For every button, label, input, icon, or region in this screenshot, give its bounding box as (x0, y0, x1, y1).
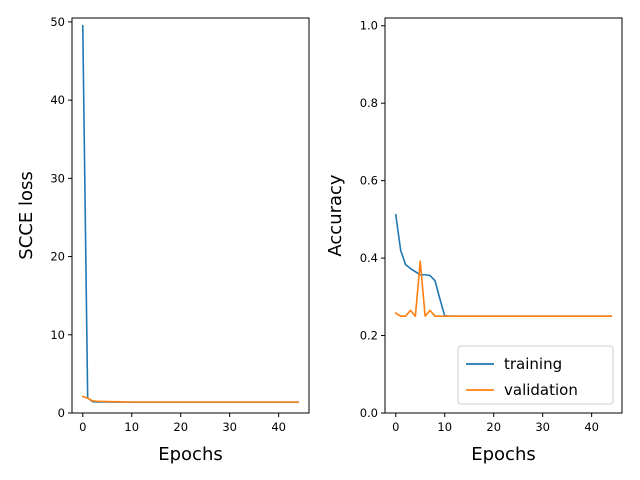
accuracy-x-tick-label: 30 (535, 420, 550, 434)
loss-x-tick-label: 40 (271, 420, 286, 434)
accuracy-y-tick-label: 1.0 (360, 19, 378, 33)
accuracy-legend-label-training: training (504, 355, 562, 373)
loss-y-axis-label: SCCE loss (16, 171, 37, 259)
accuracy-y-tick-label: 0.0 (360, 406, 378, 420)
accuracy-y-tick-label: 0.8 (360, 96, 378, 110)
accuracy-x-tick-label: 0 (392, 420, 399, 434)
accuracy-legend-box (457, 345, 614, 405)
loss-y-tick-label: 40 (50, 93, 65, 107)
accuracy-axes-frame (384, 17, 623, 414)
accuracy-plot: 0 10 20 30 40 0.0 0.2 0.4 0.6 0.8 1.0 Epochs Accurac… (325, 17, 623, 465)
loss-x-axis-label: Epochs (158, 444, 223, 465)
loss-series-validation-line (81, 395, 300, 403)
loss-y-tick-label: 0 (58, 406, 65, 420)
accuracy-x-tick-label: 10 (437, 420, 452, 434)
accuracy-legend: training validation (457, 345, 614, 405)
loss-y-tick-label: 50 (50, 15, 65, 29)
loss-y-tick-label: 20 (50, 250, 65, 264)
loss-x-tick-label: 0 (79, 420, 86, 434)
accuracy-y-axis-label: Accuracy (325, 174, 346, 257)
accuracy-x-tick-label: 20 (486, 420, 501, 434)
accuracy-x-axis-label: Epochs (471, 444, 536, 465)
accuracy-legend-label-validation: validation (504, 381, 578, 399)
accuracy-x-tick-label: 40 (584, 420, 599, 434)
loss-x-tick-label: 30 (222, 420, 237, 434)
accuracy-y-tick-label: 0.4 (360, 251, 378, 265)
loss-x-tick-label: 10 (124, 420, 139, 434)
loss-y-tick-label: 30 (50, 171, 65, 185)
accuracy-y-tick-label: 0.2 (360, 329, 378, 343)
loss-axes-frame (71, 17, 310, 414)
accuracy-series-validation-line (394, 260, 613, 317)
accuracy-y-tick-label: 0.6 (360, 174, 378, 188)
loss-x-tick-label: 20 (173, 420, 188, 434)
loss-plot: 0 10 20 30 40 0 10 20 30 40 50 Epochs SCCE loss (16, 15, 310, 465)
loss-y-tick-label: 10 (50, 328, 65, 342)
